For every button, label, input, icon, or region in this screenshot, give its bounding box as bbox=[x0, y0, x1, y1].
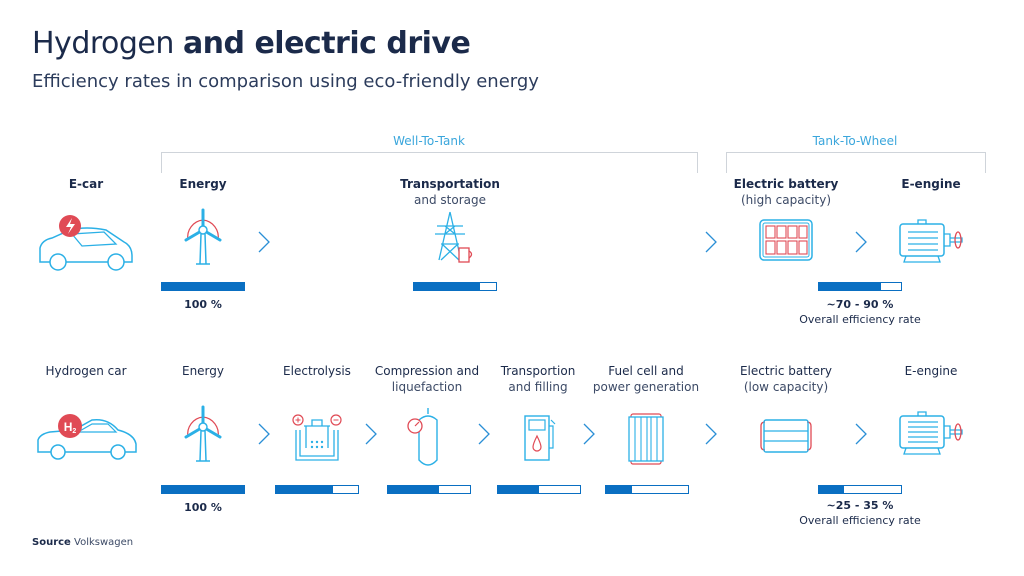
efficiency-bar-fill bbox=[276, 486, 334, 493]
overall-efficiency: ~25 - 35 % Overall efficiency rate bbox=[799, 499, 921, 527]
efficiency-bar-fill bbox=[819, 486, 844, 493]
efficiency-value: 100 % bbox=[184, 298, 222, 311]
efficiency-bar bbox=[161, 282, 245, 291]
page-title: Hydrogen and electric drive bbox=[32, 26, 471, 61]
overall-efficiency-bar bbox=[818, 282, 902, 291]
chevron-right-icon bbox=[258, 423, 270, 445]
page-subtitle: Efficiency rates in comparison using eco… bbox=[32, 71, 539, 92]
chevron-right-icon bbox=[365, 423, 377, 445]
h2-step-electrolysis-label: Electrolysis bbox=[283, 364, 351, 378]
hydrogen-car-label: Hydrogen car bbox=[45, 364, 127, 378]
phase-label-tank-to-wheel: Tank-To-Wheel bbox=[812, 134, 898, 148]
phase-label-well-to-tank: Well-To-Tank bbox=[393, 134, 465, 148]
h2-step-battery-label: Electric battery (low capacity) bbox=[739, 364, 833, 394]
efficiency-bar-fill bbox=[414, 283, 480, 290]
source-note: Source Volkswagen bbox=[32, 537, 134, 548]
wind-turbine-icon bbox=[184, 208, 222, 265]
ecar-step-transportation-label: Transportation and storage bbox=[400, 177, 500, 207]
efficiency-bar bbox=[387, 485, 471, 494]
gas-tank-icon bbox=[407, 408, 438, 466]
wind-turbine-icon bbox=[184, 405, 222, 462]
efficiency-bar bbox=[161, 485, 245, 494]
chevron-right-icon bbox=[855, 423, 867, 445]
efficiency-bar bbox=[497, 485, 581, 494]
chevron-right-icon bbox=[705, 231, 717, 253]
efficiency-value: 100 % bbox=[184, 501, 222, 514]
ecar-label: E-car bbox=[68, 177, 104, 191]
h2-step-transport-label: Transportion and filling bbox=[500, 364, 576, 394]
chevron-right-icon bbox=[583, 423, 595, 445]
electric-car-icon bbox=[39, 215, 133, 271]
chevron-right-icon bbox=[258, 231, 270, 253]
chevron-right-icon bbox=[705, 423, 717, 445]
h2-step-engine-label: E-engine bbox=[904, 364, 958, 378]
efficiency-bar-fill bbox=[162, 486, 244, 493]
bracket-tank-to-wheel bbox=[726, 152, 986, 173]
efficiency-bar bbox=[413, 282, 497, 291]
chevron-right-icon bbox=[855, 231, 867, 253]
efficiency-bar bbox=[605, 485, 689, 494]
fuel-pump-icon bbox=[524, 415, 556, 461]
h2-step-energy-label: Energy bbox=[181, 364, 224, 378]
battery-high-icon bbox=[759, 219, 813, 261]
electrolysis-icon bbox=[292, 414, 342, 461]
chevron-right-icon bbox=[478, 423, 490, 445]
battery-low-icon bbox=[760, 419, 812, 453]
fuel-cell-icon bbox=[628, 413, 664, 465]
bracket-well-to-tank bbox=[161, 152, 698, 173]
efficiency-bar-fill bbox=[606, 486, 633, 493]
overall-efficiency: ~70 - 90 % Overall efficiency rate bbox=[799, 298, 921, 326]
electric-motor-icon bbox=[899, 411, 963, 455]
h2-step-compression-label: Compression and liquefaction bbox=[374, 364, 480, 394]
ecar-step-engine-label: E-engine bbox=[901, 177, 961, 191]
power-pylon-icon bbox=[435, 211, 473, 263]
efficiency-bar-fill bbox=[498, 486, 539, 493]
ecar-step-energy-label: Energy bbox=[179, 177, 227, 191]
electric-motor-icon bbox=[899, 219, 963, 263]
ecar-step-battery-label: Electric battery (high capacity) bbox=[733, 177, 839, 207]
efficiency-bar-fill bbox=[388, 486, 439, 493]
hydrogen-car-icon: H2 bbox=[37, 414, 137, 460]
efficiency-bar bbox=[275, 485, 359, 494]
h2-step-fuel-cell-label: Fuel cell and power generation bbox=[592, 364, 700, 394]
overall-efficiency-bar bbox=[818, 485, 902, 494]
efficiency-bar-fill bbox=[162, 283, 244, 290]
efficiency-bar-fill bbox=[819, 283, 881, 290]
